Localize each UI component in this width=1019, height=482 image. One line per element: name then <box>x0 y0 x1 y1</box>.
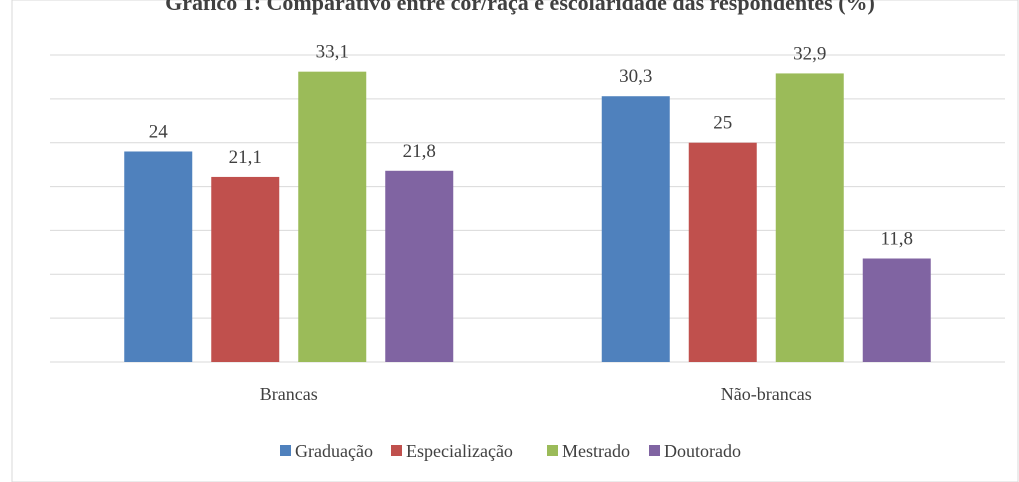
bar <box>124 151 193 362</box>
data-label: 21,1 <box>229 147 262 168</box>
x-tick-label: Brancas <box>260 384 318 404</box>
data-label: 30,3 <box>619 66 652 87</box>
bar <box>601 96 670 363</box>
data-label: 24 <box>149 121 169 142</box>
legend-swatch <box>280 445 291 456</box>
legend-swatch <box>391 445 402 456</box>
legend-swatch <box>547 445 558 456</box>
bar <box>211 176 280 362</box>
data-label: 25 <box>713 113 732 134</box>
x-tick-label: Não-brancas <box>721 384 812 404</box>
data-label: 32,9 <box>793 43 826 64</box>
chart-title: Gráfico 1: Comparativo entre cor/raça e … <box>165 0 875 15</box>
data-label: 21,8 <box>403 141 436 162</box>
data-label: 33,1 <box>316 42 349 63</box>
data-label: 11,8 <box>880 228 913 249</box>
bar <box>688 142 757 362</box>
legend-label: Doutorado <box>664 441 741 461</box>
bar <box>385 170 454 362</box>
bar <box>775 73 844 363</box>
legend-label: Mestrado <box>562 441 630 461</box>
bar <box>862 258 931 362</box>
legend-label: Especialização <box>406 441 513 461</box>
bar <box>298 71 367 362</box>
legend-label: Graduação <box>295 441 373 461</box>
legend-swatch <box>649 445 660 456</box>
